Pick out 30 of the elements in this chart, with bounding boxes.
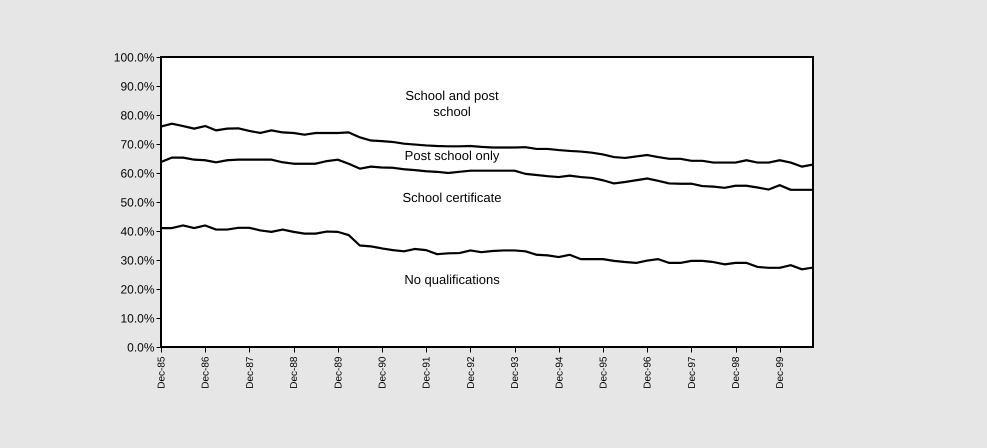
y-tick-label: 30.0% xyxy=(120,254,155,268)
x-tick-label: Dec-97 xyxy=(686,356,698,389)
x-tick-label: Dec-96 xyxy=(642,356,654,389)
annotation: School certificate xyxy=(402,190,502,205)
annotation: Post school only xyxy=(404,148,500,163)
x-tick-label: Dec-95 xyxy=(598,356,610,389)
y-tick-label: 10.0% xyxy=(120,312,155,326)
x-tick-label: Dec-85 xyxy=(156,356,168,389)
x-tick-label: Dec-89 xyxy=(333,356,344,389)
y-tick-label: 20.0% xyxy=(120,282,155,296)
y-tick-label: 40.0% xyxy=(120,224,155,238)
x-tick-label: Dec-90 xyxy=(377,356,388,389)
x-tick-label: Dec-92 xyxy=(466,356,477,389)
y-tick-label: 100.0% xyxy=(114,50,155,64)
x-tick-label: Dec-87 xyxy=(244,356,256,389)
x-tick-label: Dec-94 xyxy=(554,356,566,389)
y-tick-label: 0.0% xyxy=(127,340,155,354)
x-tick-label: Dec-91 xyxy=(422,356,433,389)
x-tick-label: Dec-93 xyxy=(510,356,522,389)
x-tick-label: Dec-99 xyxy=(775,356,786,389)
y-tick-label: 70.0% xyxy=(120,138,155,152)
y-tick-label: 50.0% xyxy=(120,196,155,210)
y-tick-label: 90.0% xyxy=(120,80,155,94)
annotation: School and post school xyxy=(405,88,500,119)
x-tick-label: Dec-98 xyxy=(731,356,742,389)
x-tick-label: Dec-86 xyxy=(200,356,212,389)
annotation: No qualifications xyxy=(404,272,500,287)
y-tick-label: 60.0% xyxy=(120,166,155,180)
y-tick-label: 80.0% xyxy=(120,108,155,122)
x-tick-label: Dec-88 xyxy=(289,356,300,389)
